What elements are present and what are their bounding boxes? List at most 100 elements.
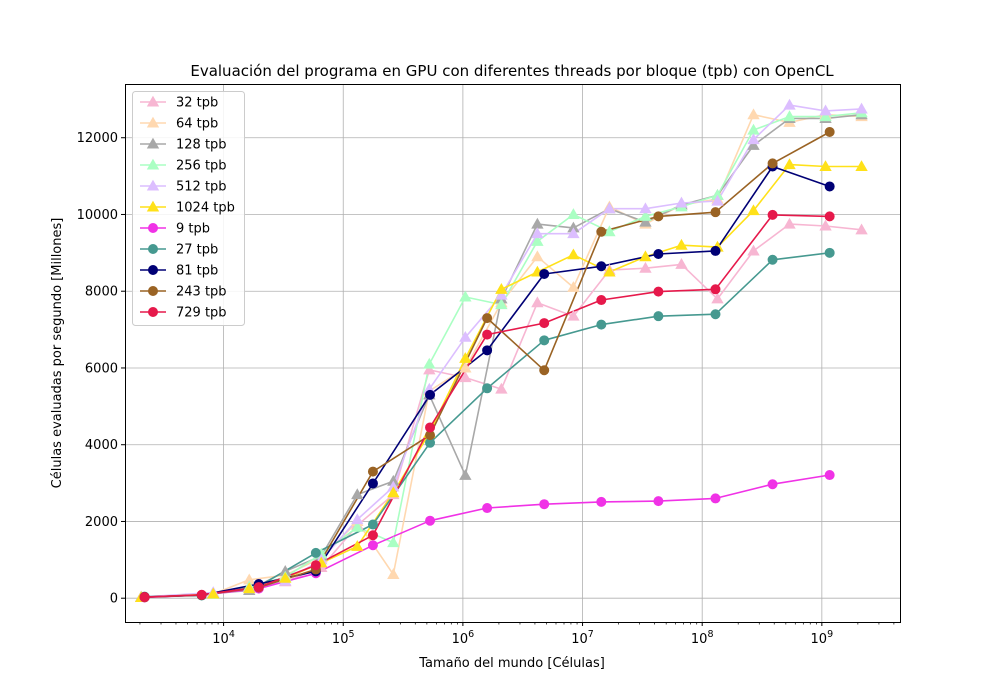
legend-marker bbox=[146, 137, 160, 149]
series-line bbox=[141, 113, 862, 598]
data-point bbox=[653, 286, 664, 297]
data-point bbox=[387, 568, 400, 579]
x-tick-label: 108 bbox=[691, 629, 714, 647]
y-axis: 0 2000 4000 6000 8000 10000 12000 bbox=[77, 131, 125, 607]
data-point bbox=[495, 298, 508, 310]
data-point bbox=[539, 365, 550, 376]
series-line bbox=[141, 113, 862, 598]
data-point bbox=[603, 202, 616, 214]
data-point bbox=[351, 520, 364, 532]
data-point bbox=[459, 330, 472, 342]
data-point bbox=[567, 281, 580, 292]
data-point bbox=[747, 133, 760, 145]
data-point bbox=[425, 515, 436, 526]
data-point bbox=[539, 268, 550, 279]
legend-marker bbox=[146, 179, 160, 191]
data-point bbox=[459, 361, 472, 373]
data-point bbox=[367, 466, 378, 477]
y-tick-label: 10000 bbox=[77, 208, 118, 223]
data-point bbox=[279, 571, 292, 583]
chart-title: Evaluación del programa en GPU con difer… bbox=[190, 62, 834, 80]
legend-label: 27 tpb bbox=[176, 243, 218, 258]
y-tick-label: 0 bbox=[110, 592, 118, 607]
legend-label: 729 tpb bbox=[176, 306, 227, 321]
x-tick-label: 106 bbox=[452, 629, 475, 647]
data-point bbox=[653, 496, 664, 507]
data-point bbox=[459, 352, 472, 363]
data-point bbox=[423, 363, 436, 375]
data-point bbox=[783, 217, 796, 229]
data-point bbox=[783, 98, 796, 110]
data-point bbox=[819, 219, 832, 231]
data-point bbox=[495, 382, 508, 394]
data-point bbox=[653, 211, 664, 222]
legend-marker bbox=[146, 95, 160, 107]
data-point bbox=[207, 587, 220, 599]
data-point bbox=[495, 282, 508, 294]
data-point bbox=[855, 102, 868, 114]
data-point bbox=[567, 309, 580, 321]
data-point bbox=[482, 503, 493, 514]
data-point bbox=[310, 547, 321, 558]
data-point bbox=[710, 493, 721, 504]
data-point bbox=[367, 519, 378, 530]
data-point bbox=[603, 265, 616, 277]
legend-label: 32 tpb bbox=[176, 96, 218, 111]
legend-marker bbox=[146, 158, 160, 170]
data-point bbox=[767, 158, 778, 169]
legend-box bbox=[132, 91, 245, 326]
data-point bbox=[139, 592, 150, 603]
data-point bbox=[783, 110, 796, 122]
data-point bbox=[710, 207, 721, 218]
data-point bbox=[783, 158, 796, 170]
legend-label: 512 tpb bbox=[176, 180, 227, 195]
data-point bbox=[196, 589, 207, 600]
x-tick-label: 107 bbox=[571, 629, 594, 647]
data-point bbox=[351, 540, 364, 551]
data-point bbox=[675, 196, 688, 208]
data-point bbox=[531, 227, 544, 239]
data-point bbox=[653, 248, 664, 259]
y-tick-label: 2000 bbox=[85, 515, 118, 530]
data-point bbox=[567, 208, 580, 219]
data-point bbox=[531, 296, 544, 308]
series-markers bbox=[134, 98, 868, 603]
data-point bbox=[459, 290, 472, 302]
legend-label: 243 tpb bbox=[176, 285, 227, 300]
legend: 32 tpb 64 tpb 128 tpb 256 tpb 512 tpb 1024 tp… bbox=[132, 91, 245, 326]
legend-label: 128 tpb bbox=[176, 138, 227, 153]
data-point bbox=[482, 345, 493, 356]
data-point bbox=[387, 536, 400, 548]
data-point bbox=[710, 245, 721, 256]
legend-marker bbox=[148, 265, 158, 275]
legend-label: 1024 tpb bbox=[176, 201, 235, 216]
data-point bbox=[596, 261, 607, 272]
legend-marker bbox=[146, 116, 160, 128]
data-point bbox=[767, 254, 778, 265]
data-point bbox=[596, 496, 607, 507]
data-point bbox=[653, 311, 664, 322]
data-point bbox=[855, 223, 868, 235]
x-tick-label: 104 bbox=[212, 629, 235, 647]
data-point bbox=[824, 247, 835, 258]
data-point bbox=[539, 335, 550, 346]
data-point bbox=[253, 582, 264, 593]
data-point bbox=[459, 371, 472, 383]
data-point bbox=[531, 235, 544, 246]
data-point bbox=[639, 215, 652, 227]
x-axis: 104 105 106 107 108 109 bbox=[139, 622, 895, 647]
data-point bbox=[482, 313, 493, 324]
data-point bbox=[824, 211, 835, 222]
data-point bbox=[747, 108, 760, 120]
plot-frame bbox=[125, 84, 901, 623]
data-point bbox=[482, 383, 493, 394]
legend-marker bbox=[146, 200, 160, 212]
data-point bbox=[425, 422, 436, 433]
data-point bbox=[819, 160, 832, 172]
data-point bbox=[824, 181, 835, 192]
legend-marker bbox=[148, 244, 158, 254]
data-point bbox=[747, 139, 760, 150]
data-point bbox=[824, 126, 835, 137]
legend-marker bbox=[148, 307, 158, 317]
